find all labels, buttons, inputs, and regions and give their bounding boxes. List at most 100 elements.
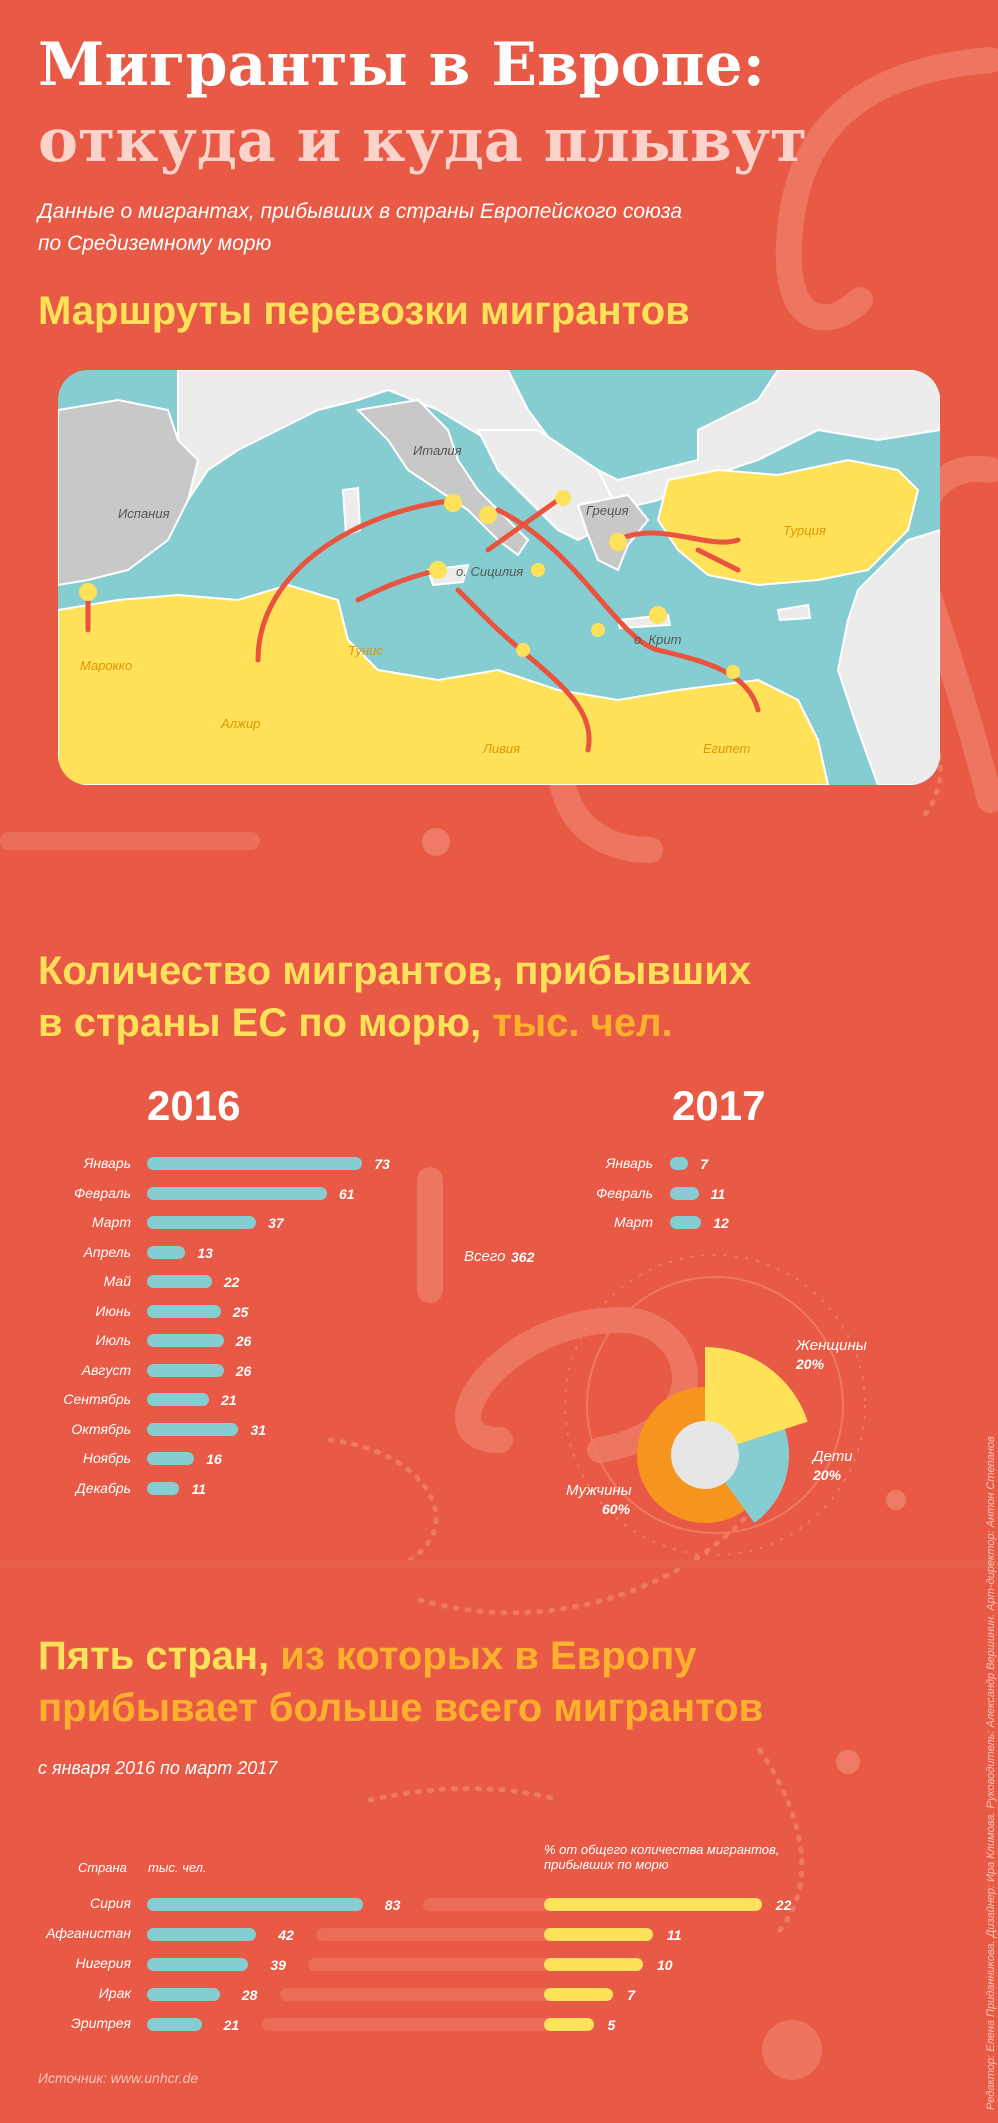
country-value: 39	[270, 1957, 286, 1973]
sardinia	[341, 486, 362, 537]
countries-title-accent: из которых в Европу	[280, 1634, 697, 1678]
m2016-month-label: Январь	[83, 1155, 131, 1171]
col-thousands: тыс. чел.	[148, 1860, 207, 1875]
women-label: Женщины	[796, 1337, 867, 1354]
country-bar-track	[308, 1958, 587, 1971]
country-pct-value: 10	[657, 1957, 673, 1973]
donut-slices	[637, 1347, 808, 1523]
country-label: Афганистан	[46, 1925, 131, 1941]
label-italy: Италия	[413, 443, 462, 458]
country-value: 83	[384, 1897, 401, 1913]
country-label: Эритрея	[71, 2015, 131, 2031]
m2016-month-label: Март	[91, 1214, 131, 1230]
women-value: 20%	[796, 1356, 825, 1372]
map-svg: Испания Италия Греция Турция Марокко Алж…	[58, 370, 940, 785]
m2017-bar	[670, 1216, 702, 1229]
m2016-value: 25	[232, 1303, 249, 1320]
m2016-value: 37	[268, 1215, 284, 1231]
m2016-value: 22	[223, 1274, 240, 1290]
turkey	[656, 458, 920, 587]
page-title-line2: откуда и куда плывут	[38, 106, 808, 176]
country-pct-bar	[544, 1898, 762, 1911]
m2016-bar	[147, 1334, 224, 1347]
men-label: Мужчины	[566, 1482, 632, 1499]
m2016-month-label: Май	[103, 1273, 131, 1289]
countries-period: с января 2016 по март 2017	[38, 1758, 278, 1778]
col-percent-line1: % от общего количества мигрантов,	[544, 1842, 780, 1857]
country-bar-track	[261, 2018, 587, 2031]
m2016-month-label: Август	[81, 1361, 131, 1378]
map-section-title: Маршруты перевозки мигрантов	[38, 289, 690, 333]
donut-slice-women	[705, 1347, 808, 1446]
m2017-bar	[670, 1157, 689, 1170]
total-value: 362	[511, 1249, 535, 1265]
m2016-value: 31	[250, 1421, 267, 1438]
label-greece: Греция	[586, 503, 629, 518]
m2016-month-label: Июнь	[95, 1302, 131, 1319]
m2017-value: 11	[710, 1185, 726, 1202]
m2016-value: 16	[206, 1451, 222, 1467]
label-morocco: Марокко	[80, 658, 132, 673]
year-2016-label: 2016	[147, 1082, 241, 1129]
greece	[576, 493, 650, 572]
m2016-month-label: Сентябрь	[63, 1391, 131, 1407]
arrivals-title: Количество мигрантов, прибывших в страны…	[38, 945, 751, 1049]
m2016-month-label: Апрель	[83, 1243, 131, 1260]
country-pct-value: 22	[775, 1897, 792, 1913]
label-tunisia: Тунис	[348, 643, 383, 658]
m2016-value: 21	[220, 1392, 237, 1408]
country-pct-value: 11	[666, 1927, 682, 1943]
country-label: Ирак	[98, 1985, 131, 2001]
m2017-value: 7	[700, 1156, 708, 1172]
men-value: 60%	[602, 1501, 631, 1517]
label-libya: Ливия	[482, 741, 520, 756]
m2016-month-label: Декабрь	[75, 1479, 131, 1496]
country-bar	[147, 1898, 363, 1911]
country-pct-value: 5	[607, 2017, 616, 2033]
country-bar-track	[279, 1988, 587, 2001]
label-sicily: о. Сицилия	[456, 564, 523, 579]
m2016-bar	[147, 1245, 186, 1259]
countries-title-line2: прибывает больше всего мигрантов	[38, 1686, 764, 1730]
subtitle-line1: Данные о мигрантах, прибывших в страны Е…	[38, 200, 682, 223]
country-value: 21	[223, 2017, 240, 2033]
route-arrows	[79, 490, 740, 679]
donut-slice-men	[637, 1387, 745, 1523]
m2016-month-label: Февраль	[74, 1184, 131, 1201]
country-pct-bar	[544, 1958, 643, 1971]
m2016-value: 61	[338, 1185, 355, 1202]
year-2017-label: 2017	[672, 1082, 766, 1129]
country-label: Нигерия	[75, 1955, 131, 1971]
country-pct-value: 7	[627, 1987, 636, 2003]
country-bar	[147, 1988, 220, 2001]
m2016-value: 13	[197, 1244, 213, 1261]
label-algeria: Алжир	[220, 716, 260, 731]
arrivals-title-unit: тыс. чел.	[492, 1001, 673, 1045]
m2016-bar	[147, 1363, 224, 1377]
credits-text: Редактор: Елена Приданникова. Дизайнер: …	[985, 1436, 997, 2110]
m2017-month-label: Январь	[605, 1155, 653, 1171]
m2016-month-label: Ноябрь	[82, 1450, 131, 1466]
m2017-month-label: Март	[613, 1214, 653, 1230]
east-land	[836, 528, 940, 785]
m2016-value: 11	[191, 1480, 206, 1497]
m2016-bar	[147, 1157, 363, 1170]
subtitle-line2: по Средиземному морю	[38, 232, 272, 255]
total-label: Всего	[464, 1248, 506, 1265]
country-pct-bar	[544, 2018, 594, 2031]
country-pct-bar	[544, 1928, 653, 1941]
label-spain: Испания	[118, 506, 170, 521]
col-percent-line2: прибывших по морю	[544, 1857, 669, 1872]
countries-title-line1: Пять стран, из которых в Европу	[38, 1630, 763, 1682]
demographics-donut	[637, 1347, 808, 1523]
col-percent: % от общего количества мигрантов, прибыв…	[544, 1842, 779, 1872]
m2016-value: 73	[374, 1156, 390, 1172]
col-country: Страна	[78, 1860, 127, 1875]
label-crete: о. Крит	[634, 632, 682, 647]
label-turkey: Турция	[783, 523, 826, 538]
children-label: Дети	[813, 1448, 853, 1465]
m2016-bar	[147, 1393, 209, 1406]
north-africa	[58, 583, 830, 785]
country-bar	[147, 1928, 257, 1941]
country-bar-track	[316, 1928, 587, 1941]
